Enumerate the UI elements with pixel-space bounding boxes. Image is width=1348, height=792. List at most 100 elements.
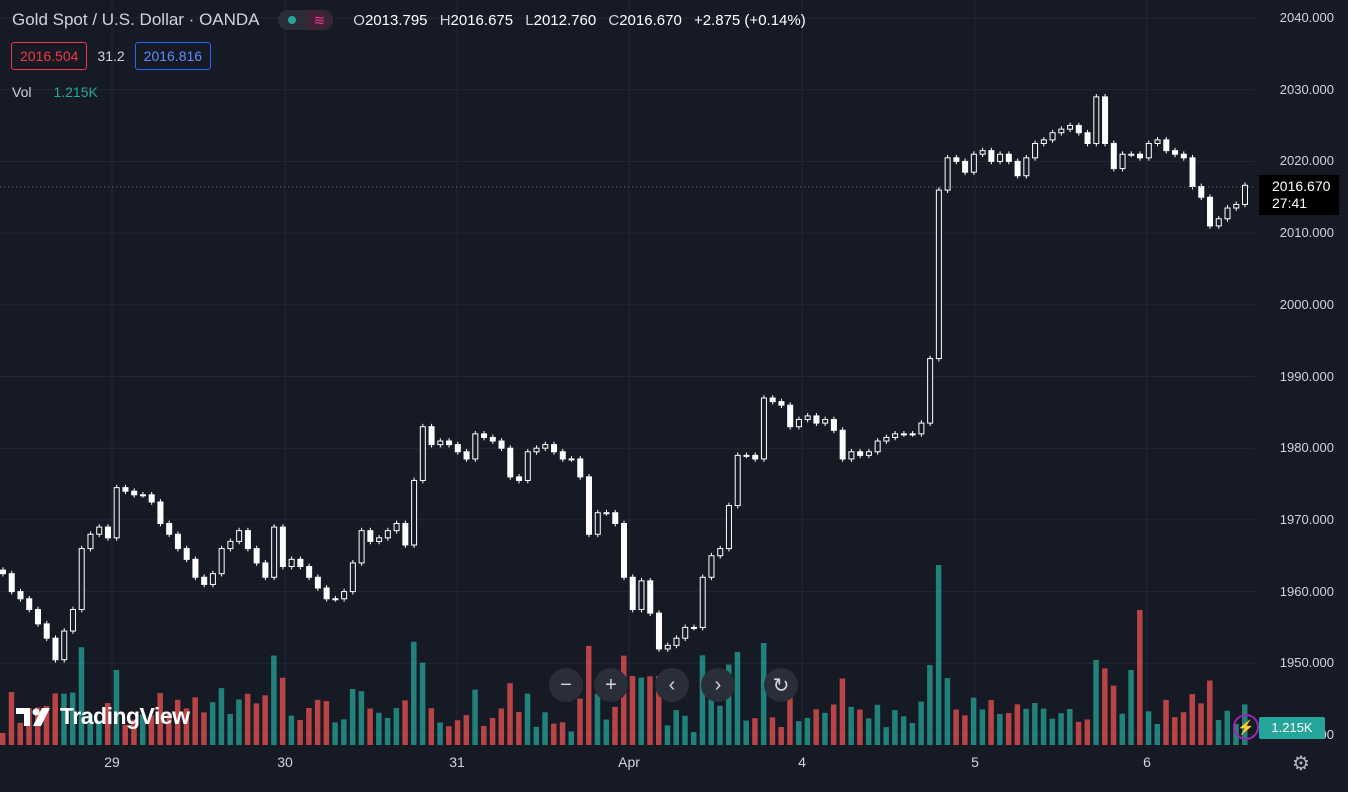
candle — [201, 574, 208, 588]
volume-bar — [8, 692, 15, 745]
candle — [516, 474, 523, 484]
candle — [629, 574, 636, 613]
chevron-left-icon: ‹ — [668, 673, 676, 696]
candle — [1154, 137, 1161, 147]
candle — [498, 438, 505, 452]
candle — [900, 430, 907, 437]
volume-bar — [892, 710, 898, 745]
volume-bar — [113, 669, 120, 745]
candle — [603, 509, 610, 516]
candle — [454, 441, 461, 455]
scroll-right-button[interactable]: › — [701, 668, 735, 702]
volume-bar — [43, 705, 50, 745]
volume-bar — [909, 723, 916, 745]
market-open-icon — [287, 16, 296, 24]
candle — [17, 588, 24, 602]
candle — [26, 595, 33, 613]
candle — [813, 413, 820, 426]
volume-bar — [804, 717, 811, 745]
gear-icon[interactable]: ⚙ — [1292, 753, 1310, 775]
zoom-in-button[interactable]: + — [594, 668, 628, 702]
y-tick-label: 1970.000 — [1279, 511, 1334, 527]
volume-bar — [795, 721, 802, 745]
volume-bar — [638, 677, 644, 745]
volume-bar — [1145, 711, 1152, 745]
volume-bar — [297, 719, 303, 745]
volume-bar — [306, 707, 312, 745]
volume-bar — [52, 693, 58, 745]
volume-bar — [900, 716, 907, 745]
candle — [594, 509, 601, 538]
volume-bar — [437, 722, 443, 745]
chevron-right-icon: › — [714, 673, 722, 696]
volume-bar — [393, 708, 400, 745]
candle — [559, 448, 566, 462]
candle — [236, 527, 243, 545]
market-status[interactable]: ≋ — [277, 10, 334, 30]
candle — [489, 434, 496, 444]
volume-bar — [61, 693, 67, 745]
volume-bar — [131, 719, 137, 745]
candle — [218, 545, 225, 577]
candle — [209, 570, 216, 588]
x-tick-label: 30 — [277, 754, 293, 770]
candle — [988, 147, 995, 165]
candle — [524, 448, 531, 484]
volume-bar — [830, 704, 837, 745]
candle — [481, 430, 488, 441]
scroll-left-button[interactable]: ‹ — [655, 668, 689, 702]
volume-bar — [944, 678, 951, 745]
sell-button[interactable]: 2016.504 — [11, 42, 88, 70]
volume-bar — [752, 718, 758, 745]
candle — [69, 606, 76, 634]
volume-bar — [865, 718, 872, 745]
volume-bar — [367, 708, 373, 745]
volume-bar — [516, 711, 522, 745]
reset-icon: ↻ — [772, 674, 790, 697]
reset-chart-button[interactable]: ↻ — [764, 668, 798, 702]
volume-bar — [411, 641, 417, 745]
volume-bar — [655, 676, 662, 745]
volume-bar — [1110, 685, 1117, 745]
volume-bar — [979, 709, 986, 745]
tradingview-logo[interactable]: TradingView — [16, 703, 190, 730]
volume-bar — [848, 706, 854, 745]
volume-bar — [621, 655, 627, 745]
candle — [717, 545, 724, 559]
candle — [1005, 151, 1012, 165]
candle — [997, 151, 1004, 165]
volume-label[interactable]: Vol — [12, 84, 32, 100]
candle — [402, 520, 409, 548]
volume-bar — [586, 645, 592, 745]
candle — [507, 445, 514, 480]
symbol-title[interactable]: Gold Spot / U.S. Dollar · OANDA — [12, 10, 260, 29]
buy-button[interactable]: 2016.816 — [134, 42, 212, 70]
volume-bar — [78, 647, 85, 745]
volume-bar — [17, 722, 23, 745]
volume-bar — [1189, 694, 1196, 745]
volume-bar — [717, 705, 723, 745]
candle — [1163, 137, 1170, 154]
candle — [419, 423, 426, 484]
candle — [61, 628, 68, 663]
volume-bar — [454, 720, 461, 745]
volume-bar — [551, 723, 557, 745]
volume-bar — [778, 727, 784, 745]
volume-bar — [314, 699, 321, 745]
bar-countdown: 27:41 — [1272, 195, 1308, 211]
volume-bar — [279, 677, 286, 745]
candle — [472, 430, 479, 462]
candle — [306, 563, 313, 581]
candle — [568, 456, 575, 462]
bolt-icon[interactable]: ⚡ — [1233, 714, 1259, 740]
candle — [944, 154, 951, 193]
zoom-out-button[interactable]: − — [549, 668, 583, 702]
volume-bar — [148, 715, 155, 745]
volume-bar — [970, 697, 977, 745]
volume-bar — [1119, 713, 1126, 745]
candle — [376, 534, 383, 545]
volume-bar — [1198, 703, 1204, 745]
volume-bar — [1040, 708, 1047, 745]
candle — [778, 398, 785, 409]
